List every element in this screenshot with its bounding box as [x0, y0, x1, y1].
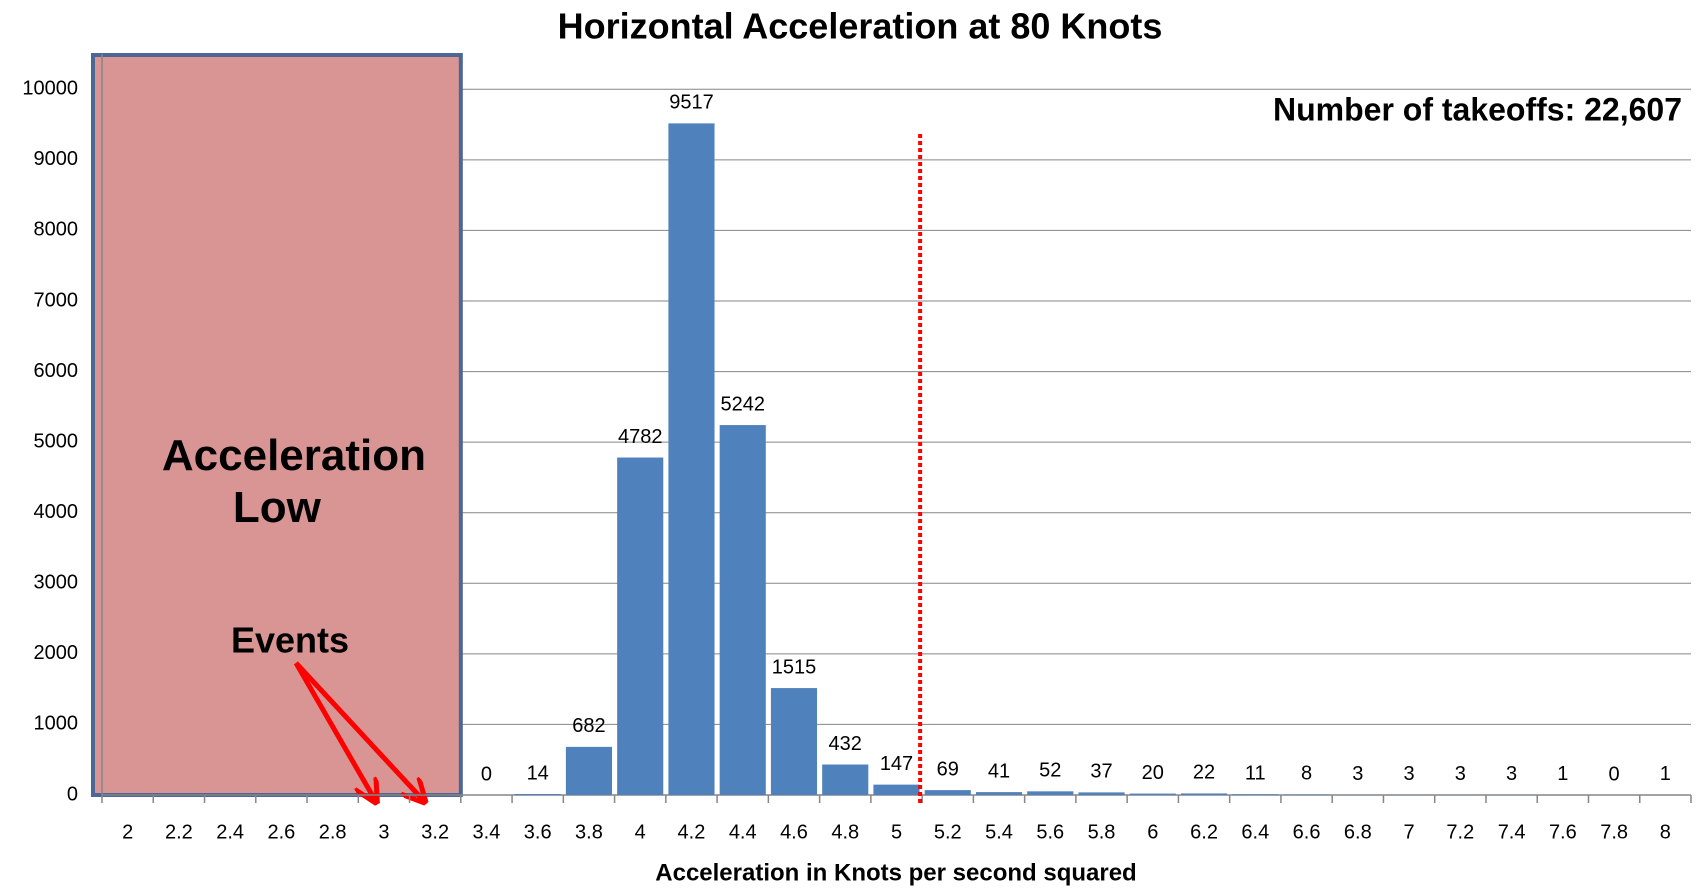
bar	[924, 790, 971, 795]
data-label: 20	[1142, 762, 1164, 784]
x-tick-label: 4.4	[729, 821, 757, 843]
events-label: Events	[231, 620, 349, 661]
bar	[719, 425, 766, 795]
event-arrow	[293, 661, 375, 800]
x-tick-label: 2.8	[319, 821, 347, 843]
bar	[1027, 791, 1074, 795]
bar	[873, 784, 920, 795]
low-label: Acceleration Low	[161, 431, 426, 532]
data-label: 22	[1193, 762, 1215, 784]
bar	[1232, 794, 1279, 795]
x-tick-label: 7	[1404, 821, 1415, 843]
y-tick-label: 4000	[34, 501, 79, 523]
x-tick-label: 8	[1660, 821, 1671, 843]
data-label: 8	[1301, 763, 1312, 785]
x-tick-label: 4.2	[678, 821, 706, 843]
data-label: 9517	[669, 92, 714, 114]
low-region	[91, 53, 463, 797]
x-tick-label: 6.6	[1293, 821, 1321, 843]
x-tick-label: 4.6	[780, 821, 808, 843]
data-label: 1	[1557, 763, 1568, 785]
bar	[565, 746, 613, 795]
x-tick-label: 7.6	[1549, 821, 1577, 843]
data-label: 1	[1660, 763, 1671, 785]
data-label: 0	[1609, 763, 1620, 785]
x-tick-label: 2.2	[165, 821, 193, 843]
y-tick-label: 10000	[22, 78, 78, 100]
chart-title: Horizontal Acceleration at 80 Knots	[558, 6, 1163, 47]
x-tick-label: 3.4	[473, 821, 501, 843]
data-label: 4782	[618, 426, 663, 448]
y-tick-label: 1000	[34, 713, 79, 735]
y-tick-label: 8000	[34, 219, 79, 241]
y-tick-label: 3000	[34, 572, 79, 594]
data-label: 37	[1090, 761, 1112, 783]
y-tick-label: 6000	[34, 360, 79, 382]
x-tick-label: 2.6	[267, 821, 295, 843]
x-tick-label: 6.8	[1344, 821, 1372, 843]
data-label: 3	[1404, 763, 1415, 785]
data-label: 11	[1245, 763, 1266, 785]
x-tick-label: 7.8	[1600, 821, 1628, 843]
x-axis-label: Acceleration in Knots per second squared	[655, 859, 1136, 886]
data-label: 52	[1039, 760, 1061, 782]
bar	[1180, 793, 1228, 795]
data-label: 432	[829, 733, 862, 755]
bar	[617, 457, 664, 795]
data-label: 41	[988, 760, 1010, 782]
x-tick-label: 5	[891, 821, 902, 843]
x-tick-label: 5.8	[1088, 821, 1116, 843]
bar	[975, 792, 1023, 795]
x-tick-label: 4.8	[831, 821, 859, 843]
bar	[1129, 793, 1176, 795]
bar	[1283, 794, 1330, 795]
low-label-box: Acceleration Low	[161, 431, 426, 532]
data-label: 147	[880, 753, 913, 775]
bar	[1078, 792, 1125, 795]
x-tick-label: 5.4	[985, 821, 1013, 843]
data-label: 682	[572, 715, 605, 737]
data-label: 5242	[720, 393, 765, 415]
x-tick-label: 2	[122, 821, 133, 843]
y-tick-label: 2000	[34, 642, 79, 664]
x-tick-label: 7.2	[1446, 821, 1474, 843]
x-tick-label: 2.4	[216, 821, 244, 843]
data-label: 3	[1506, 763, 1517, 785]
data-label: 69	[937, 758, 959, 780]
x-tick-label: 5.6	[1036, 821, 1064, 843]
y-tick-label: 0	[67, 783, 78, 805]
y-tick-label: 7000	[34, 289, 79, 311]
y-tick-label: 5000	[34, 430, 79, 452]
bar	[514, 794, 561, 795]
x-tick-label: 3.8	[575, 821, 603, 843]
data-label: 3	[1455, 763, 1466, 785]
x-tick-label: 3	[378, 821, 389, 843]
x-tick-label: 6.4	[1241, 821, 1269, 843]
data-label: 14	[527, 762, 549, 784]
bar	[822, 764, 869, 795]
x-tick-label: 4	[635, 821, 646, 843]
x-tick-label: 3.2	[421, 821, 449, 843]
event-arrow	[294, 661, 423, 800]
data-label: 3	[1352, 763, 1363, 785]
y-tick-label: 9000	[34, 148, 79, 170]
x-tick-label: 3.6	[524, 821, 552, 843]
bar	[668, 123, 715, 796]
takeoffs-note: Number of takeoffs: 22,607	[1273, 91, 1682, 127]
data-label: 1515	[772, 656, 817, 678]
bar	[770, 688, 818, 795]
x-tick-label: 6.2	[1190, 821, 1218, 843]
x-tick-label: 5.2	[934, 821, 962, 843]
x-tick-label: 6	[1147, 821, 1158, 843]
x-tick-label: 7.4	[1498, 821, 1526, 843]
data-label: 0	[481, 763, 492, 785]
